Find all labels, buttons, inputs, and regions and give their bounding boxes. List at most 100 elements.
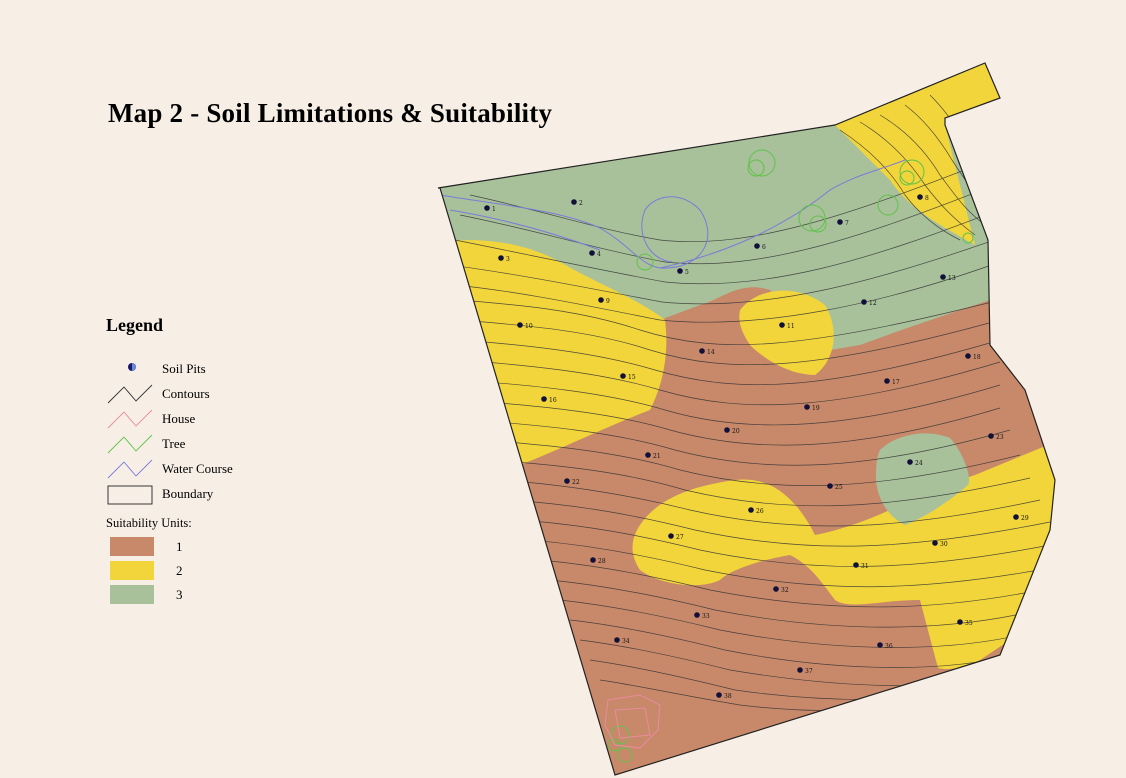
soil-pit: 20: [724, 427, 740, 435]
soil-pit: 16: [541, 396, 557, 404]
svg-text:24: 24: [915, 460, 923, 467]
svg-text:28: 28: [598, 558, 606, 565]
soil-pit: 13: [940, 274, 956, 282]
svg-text:5: 5: [685, 269, 689, 276]
legend-unit-1: 1: [106, 537, 286, 561]
svg-text:13: 13: [948, 275, 956, 282]
svg-text:26: 26: [756, 508, 764, 515]
tree-line-icon: [107, 434, 153, 454]
svg-text:33: 33: [702, 613, 710, 620]
tree-symbols: [607, 149, 974, 763]
soil-pit: 11: [779, 322, 795, 330]
unit-1-swatch: [110, 537, 154, 556]
svg-text:6: 6: [762, 244, 766, 251]
svg-text:18: 18: [973, 354, 981, 361]
unit-2-region-south: [632, 440, 1055, 669]
soil-pit: 6: [754, 243, 766, 251]
soil-pit: 1: [484, 205, 496, 213]
property-boundary: [437, 62, 1056, 776]
svg-text:19: 19: [812, 405, 820, 412]
unit-3-label: 3: [176, 587, 183, 602]
unit-3-region-east: [876, 433, 970, 525]
svg-text:14: 14: [707, 349, 715, 356]
soil-pit: 14: [699, 348, 715, 356]
soil-pit: 10: [517, 322, 533, 330]
soil-pit: 3: [498, 255, 510, 263]
soil-pit: 34: [614, 637, 630, 645]
soil-pit: 31: [853, 562, 869, 570]
legend-label-soil-pits: Soil Pits: [162, 361, 206, 376]
unit-1-label: 1: [176, 539, 183, 554]
soil-pit: 5: [677, 268, 689, 276]
soil-pits: 1 2 3 4 5 6 7 8 9 10 11 12 13 14 15 16 1…: [484, 194, 1029, 700]
svg-text:38: 38: [724, 693, 732, 700]
soil-pit: 37: [797, 667, 813, 675]
soil-pit: 24: [907, 459, 923, 467]
svg-text:4: 4: [597, 251, 601, 258]
soil-pit: 23: [988, 433, 1004, 441]
unit-2-label: 2: [176, 563, 183, 578]
soil-pit: 27: [668, 533, 684, 541]
svg-text:7: 7: [845, 220, 849, 227]
soil-pit: 25: [827, 483, 843, 491]
svg-text:11: 11: [787, 323, 795, 330]
soil-pit: 29: [1013, 514, 1029, 522]
svg-text:20: 20: [732, 428, 740, 435]
legend-item-soil-pits: Soil Pits: [106, 358, 286, 383]
map-legend: Legend Soil Pits Contours House Tree: [106, 315, 286, 609]
soil-pit: 18: [965, 353, 981, 361]
legend-item-house: House: [106, 408, 286, 433]
legend-label-contours: Contours: [162, 386, 210, 401]
legend-item-tree: Tree: [106, 433, 286, 458]
legend-unit-2: 2: [106, 561, 286, 585]
suitability-regions: [438, 63, 1055, 775]
svg-text:9: 9: [606, 298, 610, 305]
svg-text:25: 25: [835, 484, 843, 491]
svg-text:30: 30: [940, 541, 948, 548]
svg-text:12: 12: [869, 300, 877, 307]
map-title: Map 2 - Soil Limitations & Suitability: [108, 98, 553, 128]
soil-pit: 21: [645, 452, 661, 460]
legend-item-boundary: Boundary: [106, 483, 286, 508]
boundary-rect-icon: [107, 485, 153, 505]
legend-title: Legend: [106, 315, 164, 335]
svg-text:3: 3: [506, 256, 510, 263]
legend-unit-3: 3: [106, 585, 286, 609]
soil-pit: 38: [716, 692, 732, 700]
svg-text:34: 34: [622, 638, 630, 645]
svg-text:21: 21: [653, 453, 661, 460]
svg-text:35: 35: [965, 620, 973, 627]
soil-pit: 19: [804, 404, 820, 412]
contour-lines: [449, 94, 1051, 712]
soil-pit: 33: [694, 612, 710, 620]
svg-text:29: 29: [1021, 515, 1029, 522]
svg-text:15: 15: [628, 374, 636, 381]
legend-label-water-course: Water Course: [162, 461, 233, 476]
legend-item-contours: Contours: [106, 383, 286, 408]
svg-text:31: 31: [861, 563, 869, 570]
svg-text:16: 16: [549, 397, 557, 404]
soil-pit: 7: [837, 219, 849, 227]
house-outline: [604, 694, 661, 749]
soil-pit: 30: [932, 540, 948, 548]
soil-pit: 17: [884, 378, 900, 386]
soil-pit: 26: [748, 507, 764, 515]
svg-text:32: 32: [781, 587, 789, 594]
unit-2-region-central-small: [739, 290, 834, 375]
svg-text:37: 37: [805, 668, 813, 675]
soil-pit: 28: [590, 557, 606, 565]
svg-text:36: 36: [885, 643, 893, 650]
soil-pit: 2: [571, 199, 583, 207]
soil-pit: 36: [877, 642, 893, 650]
unit-2-swatch: [110, 561, 154, 580]
soil-pit-icon: [128, 363, 136, 371]
legend-label-tree: Tree: [162, 436, 186, 451]
soil-pit: 32: [773, 586, 789, 594]
soil-pit: 35: [957, 619, 973, 627]
soil-pit: 15: [620, 373, 636, 381]
unit-3-swatch: [110, 585, 154, 604]
soil-pit: 4: [589, 250, 601, 258]
svg-text:2: 2: [579, 200, 583, 207]
soil-pit: 12: [861, 299, 877, 307]
